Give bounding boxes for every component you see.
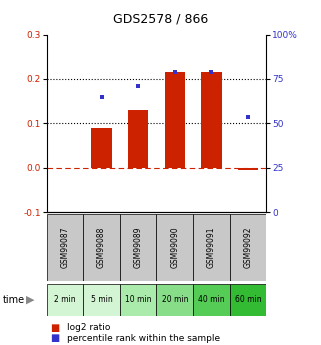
Bar <box>193 284 230 316</box>
Bar <box>156 284 193 316</box>
Bar <box>120 284 157 316</box>
Text: ■: ■ <box>50 333 59 343</box>
Bar <box>91 128 112 168</box>
Text: GSM99092: GSM99092 <box>244 227 253 268</box>
Text: 2 min: 2 min <box>54 295 76 304</box>
Bar <box>47 284 83 316</box>
Text: percentile rank within the sample: percentile rank within the sample <box>67 334 221 343</box>
Text: GSM99089: GSM99089 <box>134 227 143 268</box>
Text: 5 min: 5 min <box>91 295 112 304</box>
Bar <box>83 284 120 316</box>
Bar <box>83 214 120 281</box>
Bar <box>201 72 221 168</box>
Bar <box>120 214 157 281</box>
Text: GSM99091: GSM99091 <box>207 227 216 268</box>
Text: time: time <box>3 295 25 305</box>
Text: GSM99087: GSM99087 <box>60 227 69 268</box>
Bar <box>238 168 258 170</box>
Text: GDS2578 / 866: GDS2578 / 866 <box>113 12 208 25</box>
Bar <box>128 110 148 168</box>
Text: ▶: ▶ <box>26 295 35 305</box>
Bar <box>230 214 266 281</box>
Text: 40 min: 40 min <box>198 295 225 304</box>
Text: ■: ■ <box>50 323 59 333</box>
Text: GSM99088: GSM99088 <box>97 227 106 268</box>
Text: 10 min: 10 min <box>125 295 152 304</box>
Bar <box>230 284 266 316</box>
Bar <box>165 72 185 168</box>
Bar <box>47 214 83 281</box>
Text: 20 min: 20 min <box>161 295 188 304</box>
Text: 60 min: 60 min <box>235 295 261 304</box>
Bar <box>156 214 193 281</box>
Text: log2 ratio: log2 ratio <box>67 323 111 332</box>
Bar <box>193 214 230 281</box>
Text: GSM99090: GSM99090 <box>170 227 179 268</box>
